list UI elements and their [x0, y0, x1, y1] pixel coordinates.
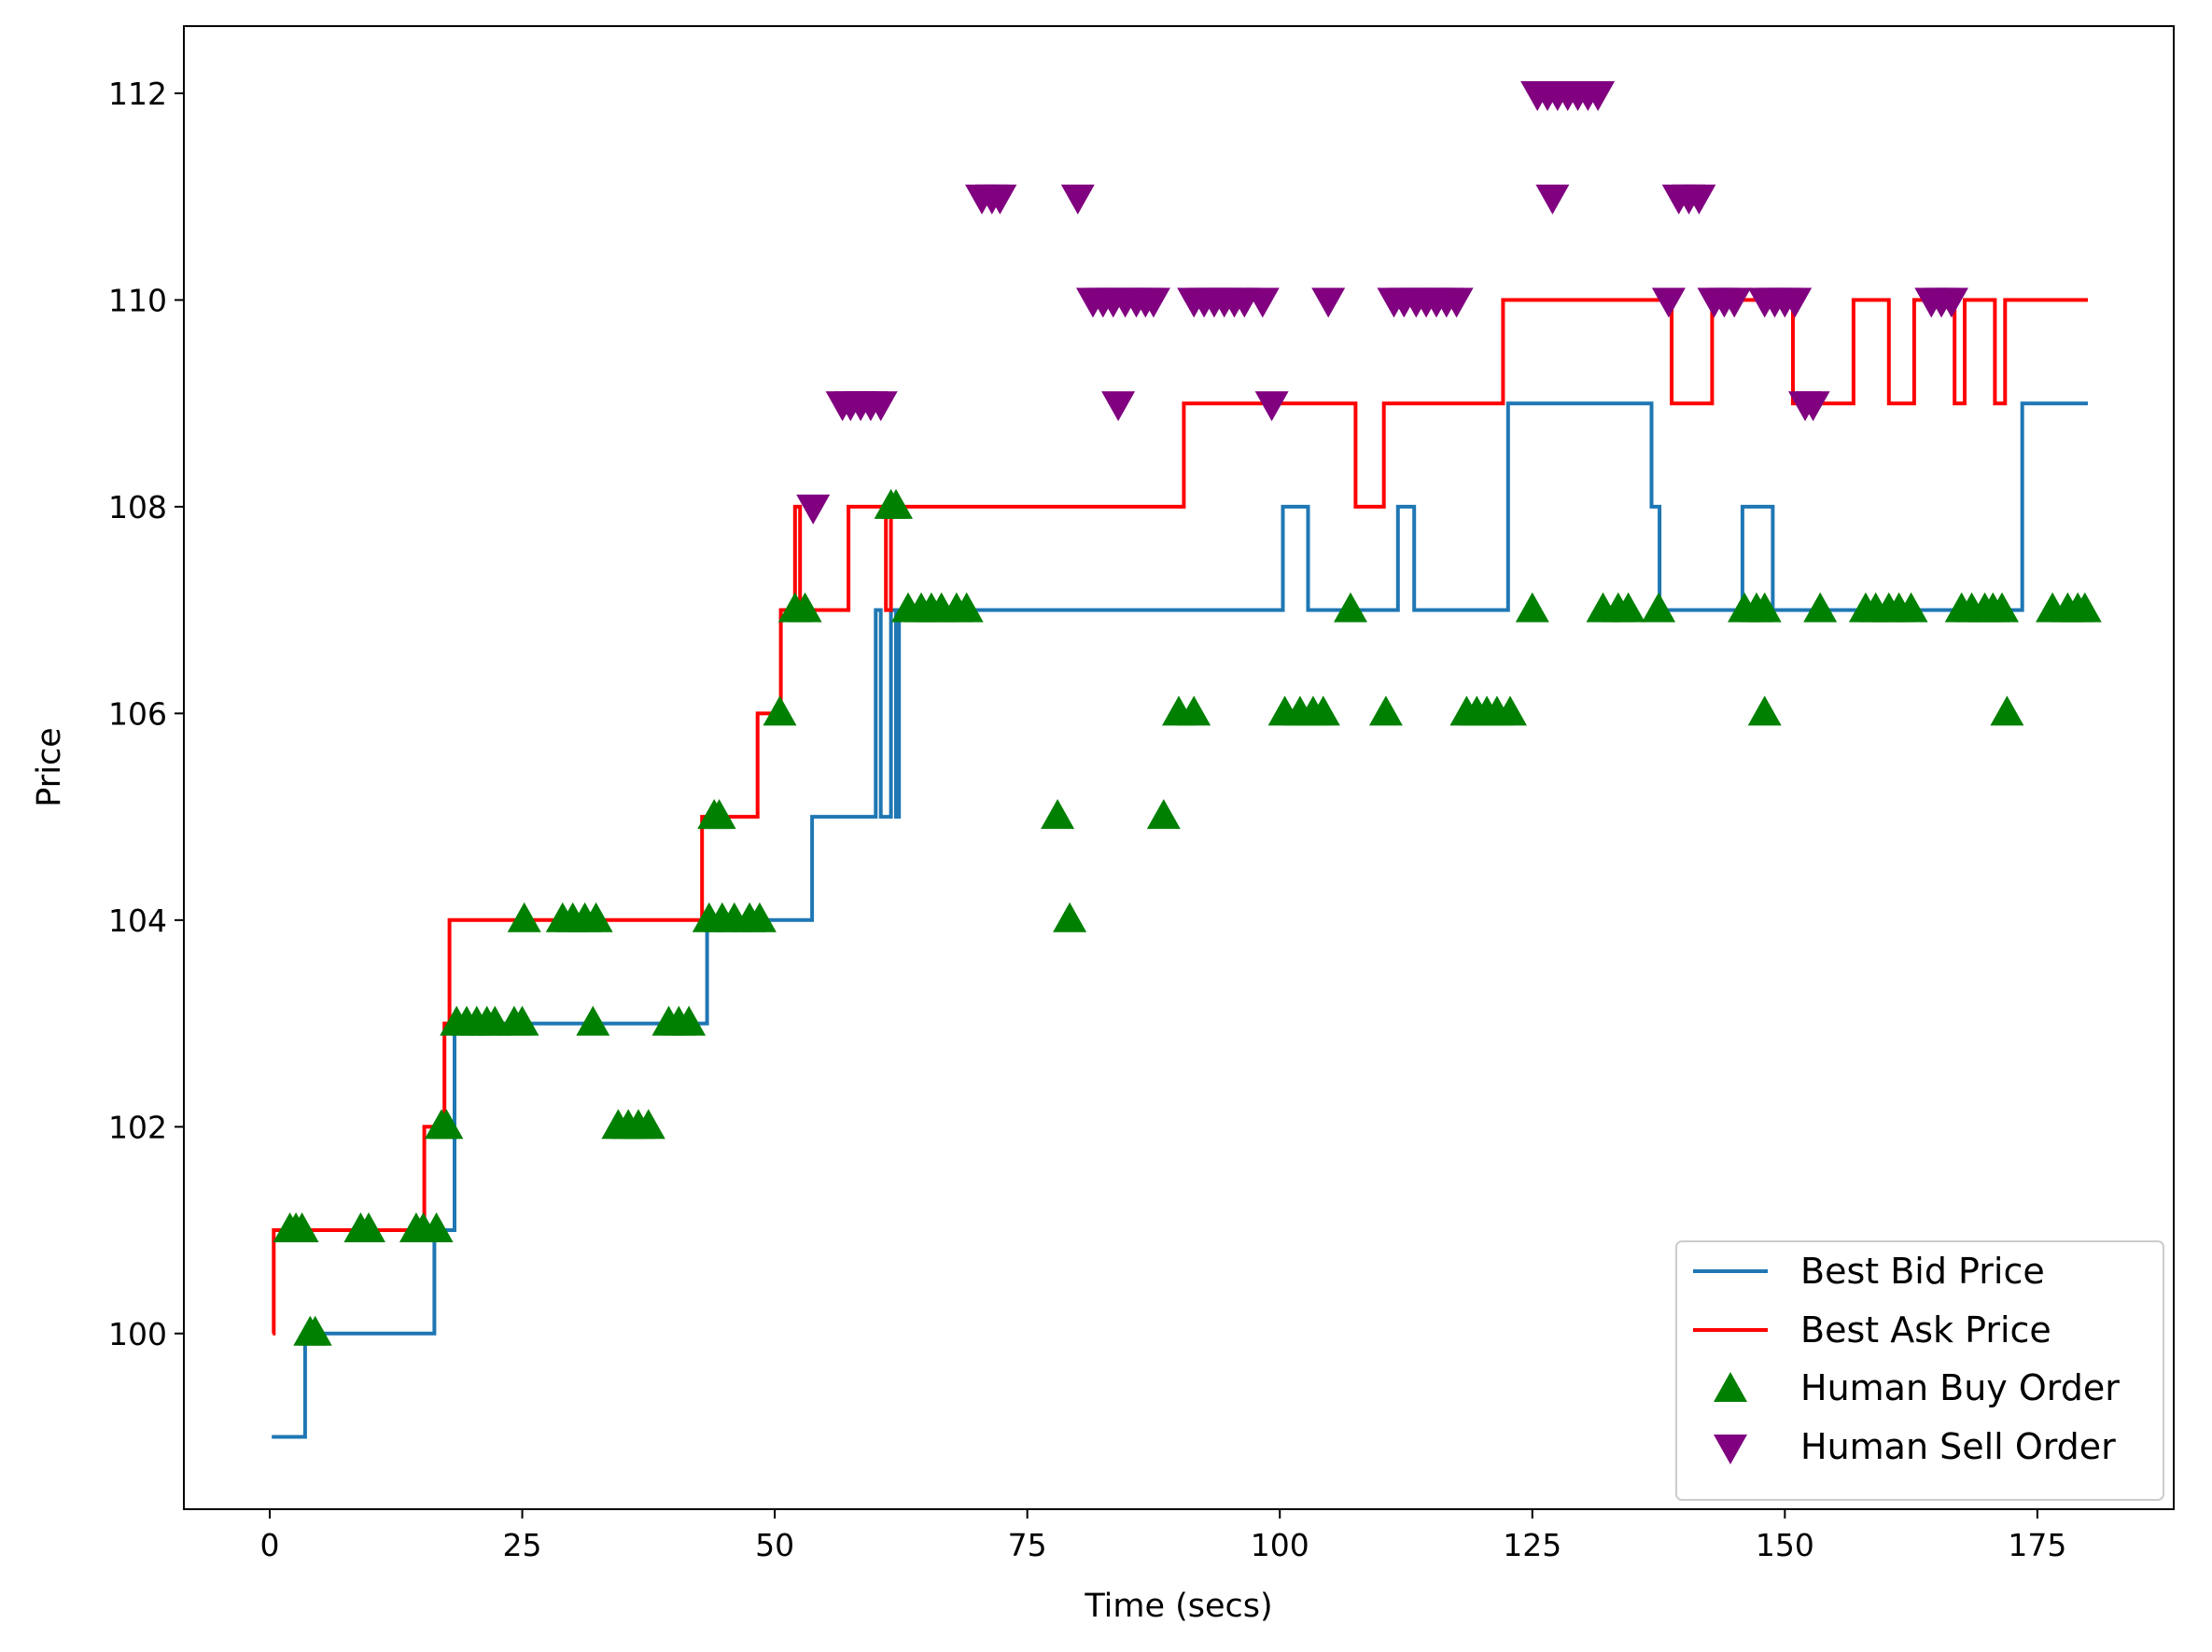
- buy-order-marker: [1611, 592, 1645, 623]
- buy-order-marker: [1990, 695, 2024, 726]
- buy-order-marker: [702, 799, 736, 830]
- buy-order-marker: [879, 488, 913, 519]
- buy-order-marker: [285, 1212, 319, 1242]
- sell-order-marker: [1439, 287, 1474, 318]
- legend-box: [1675, 1240, 2164, 1501]
- buy-order-marker: [419, 1212, 454, 1242]
- y-axis-ticks: 100 102 104 106 108 110 112: [108, 76, 184, 1352]
- legend-bid-label: Best Bid Price: [1800, 1251, 2045, 1292]
- buy-order-marker: [505, 1005, 539, 1036]
- buy-order-marker: [949, 592, 984, 623]
- buy-order-marker: [1493, 695, 1527, 726]
- buy-order-marker: [1041, 799, 1075, 830]
- x-tick-label: 75: [1008, 1527, 1047, 1563]
- sell-order-marker: [1136, 287, 1170, 318]
- legend-sell-swatch: [1714, 1435, 1747, 1464]
- sell-order-marker: [1535, 184, 1570, 215]
- buy-order-marker: [1747, 592, 1782, 623]
- x-tick-label: 50: [755, 1527, 794, 1563]
- y-tick-label: 112: [108, 76, 167, 112]
- sell-order-marker: [1245, 287, 1280, 318]
- buy-order-marker: [298, 1315, 332, 1346]
- buy-order-marker: [1334, 592, 1367, 623]
- legend-sell-label: Human Sell Order: [1800, 1426, 2116, 1467]
- buy-order-marker: [576, 1005, 610, 1036]
- y-axis-title: Price: [31, 727, 68, 806]
- x-tick-label: 125: [1503, 1527, 1561, 1563]
- plot-frame: [183, 25, 2175, 1510]
- buy-order-marker: [1306, 695, 1340, 726]
- y-tick-label: 110: [108, 282, 167, 318]
- sell-order-marker: [863, 391, 898, 422]
- sell-order-marker: [1651, 287, 1686, 318]
- sell-order-marker: [1682, 184, 1716, 215]
- buy-order-marker: [788, 592, 822, 623]
- buy-order-marker: [1747, 695, 1782, 726]
- buy-order-marker: [429, 1109, 464, 1140]
- plot-content: [272, 81, 2102, 1439]
- buy-order-marker: [1894, 592, 1928, 623]
- sell-order-marker: [796, 494, 831, 525]
- buy-order-marker: [352, 1212, 385, 1242]
- y-tick-label: 100: [108, 1316, 167, 1352]
- sell-order-marker: [983, 184, 1017, 215]
- buy-order-marker: [1515, 592, 1549, 623]
- buy-order-marker: [1146, 799, 1181, 830]
- legend-buy-swatch: [1714, 1372, 1747, 1402]
- buy-order-marker: [742, 902, 777, 932]
- buy-order-marker: [1642, 592, 1676, 623]
- buy-order-marker: [672, 1005, 707, 1036]
- x-axis-ticks: 0 25 50 75 100 125 150 175: [259, 1509, 2066, 1563]
- buy-order-marker: [631, 1109, 665, 1140]
- buy-order-marker: [1053, 902, 1087, 932]
- sell-order-marker: [1717, 287, 1752, 318]
- buy-order-marker: [579, 902, 613, 932]
- x-tick-label: 100: [1251, 1527, 1309, 1563]
- y-tick-label: 104: [108, 903, 167, 939]
- legend-ask-label: Best Ask Price: [1800, 1309, 2051, 1351]
- buy-order-marker: [507, 902, 541, 932]
- y-tick-label: 102: [108, 1109, 167, 1145]
- buy-order-marker: [2067, 592, 2102, 623]
- x-tick-label: 150: [1756, 1527, 1814, 1563]
- x-axis-title: Time (secs): [1084, 1588, 1272, 1625]
- buy-order-marker: [1803, 592, 1838, 623]
- y-tick-label: 108: [108, 489, 167, 525]
- sell-order-marker: [1254, 391, 1289, 422]
- human-buy-order-markers: [273, 488, 2102, 1346]
- buy-order-marker: [763, 695, 797, 726]
- sell-order-marker: [1101, 391, 1136, 422]
- buy-order-marker: [1368, 695, 1403, 726]
- legend-buy-label: Human Buy Order: [1800, 1367, 2120, 1408]
- x-tick-label: 175: [2008, 1527, 2066, 1563]
- sell-order-marker: [1060, 184, 1095, 215]
- sell-order-marker: [1581, 81, 1616, 111]
- sell-order-marker: [1934, 287, 1968, 318]
- y-tick-label: 106: [108, 695, 167, 732]
- buy-order-marker: [1177, 695, 1211, 726]
- buy-order-marker: [1985, 592, 2019, 623]
- x-tick-label: 25: [503, 1527, 542, 1563]
- human-sell-order-markers: [796, 81, 1968, 525]
- x-tick-label: 0: [259, 1527, 279, 1563]
- sell-order-marker: [1796, 391, 1830, 422]
- legend: Best Bid Price Best Ask Price Human Buy …: [1675, 1240, 2164, 1501]
- sell-order-marker: [1311, 287, 1346, 318]
- sell-order-marker: [1778, 287, 1813, 318]
